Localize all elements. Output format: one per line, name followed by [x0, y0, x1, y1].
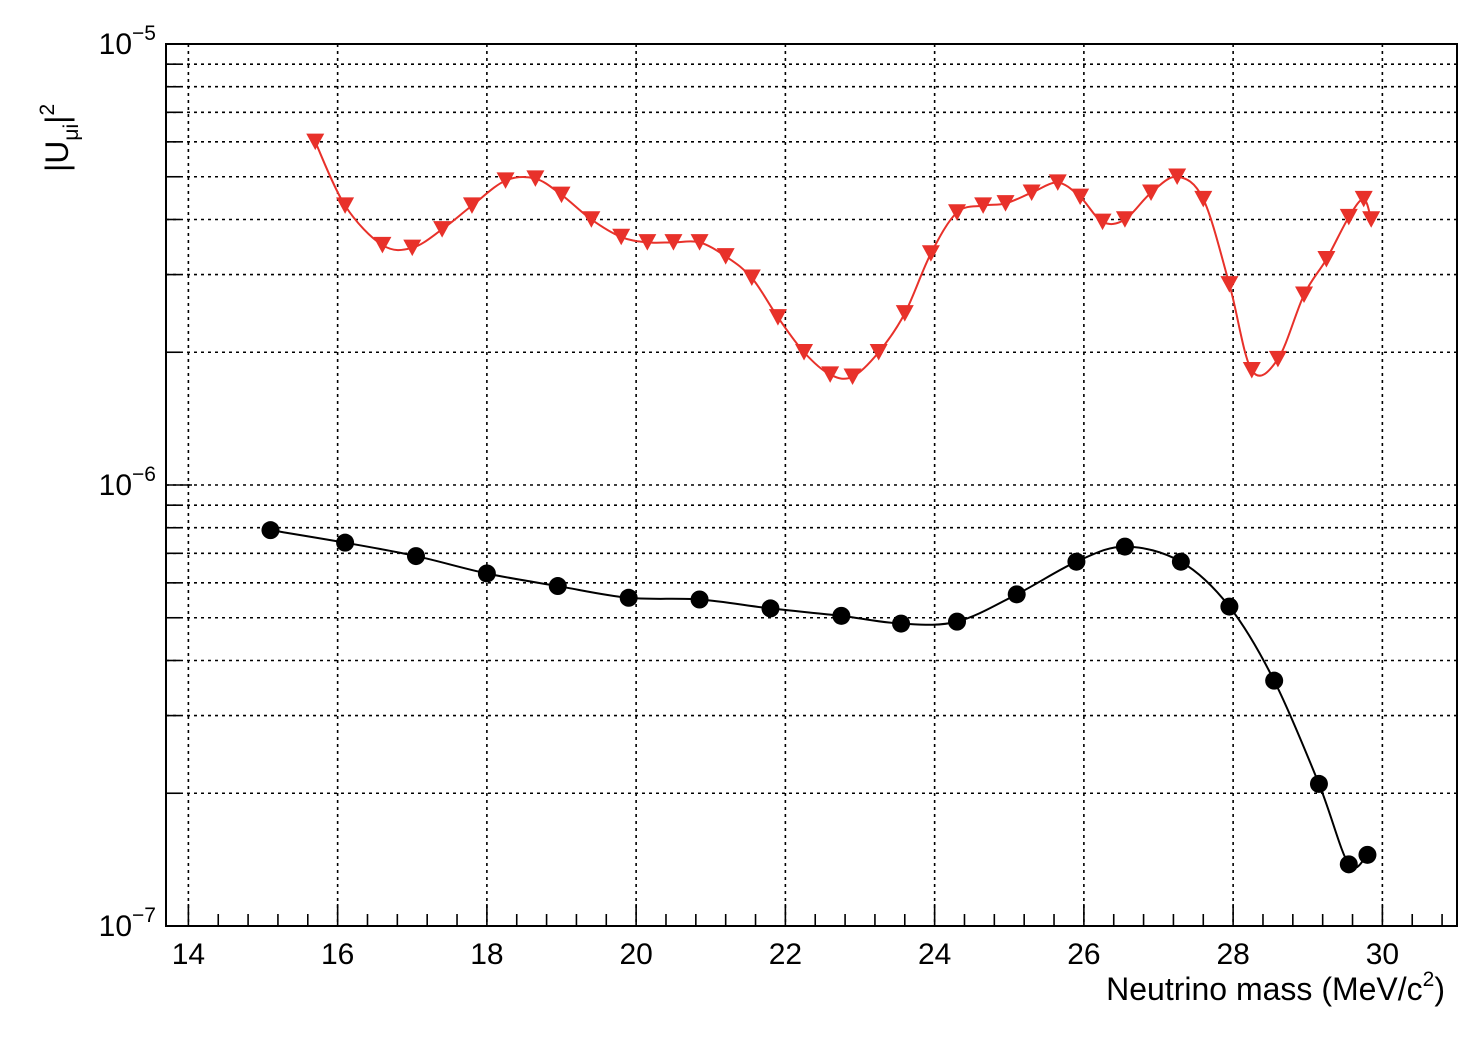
series-0-point	[996, 195, 1015, 212]
series-1-point	[1115, 537, 1134, 556]
series-0-point	[1354, 190, 1373, 208]
series-0-point	[433, 221, 452, 238]
series-0-point	[403, 239, 422, 257]
series-1-point	[948, 612, 967, 631]
y-tick-label: 10−6	[99, 463, 156, 502]
series-0-point	[496, 172, 515, 189]
series-0-point	[1093, 213, 1112, 231]
y-axis-title-sub: μi	[60, 124, 83, 141]
series-1-point	[690, 590, 709, 609]
series-0-point	[1268, 350, 1287, 368]
series-0-point	[664, 234, 683, 251]
y-tick-exponent: −6	[132, 463, 156, 486]
series-1-point	[1265, 671, 1284, 690]
series-0-point	[716, 248, 735, 265]
series-0-point	[1242, 362, 1261, 379]
x-tick-label: 14	[172, 938, 205, 971]
series-0-point	[638, 234, 657, 251]
x-axis-title: Neutrino mass (MeV/c2)	[1106, 968, 1445, 1007]
series-1-point	[336, 533, 355, 552]
series-0-point	[306, 133, 325, 151]
series-1-point	[1309, 774, 1328, 793]
y-tick-base: 10	[99, 910, 132, 943]
series-1-point	[1171, 552, 1190, 571]
y-tick-label: 10−7	[99, 904, 156, 943]
x-tick-label: 16	[321, 938, 354, 971]
y-tick-base: 10	[99, 28, 132, 61]
series-0-point	[462, 197, 481, 214]
y-axis-title-sup: 2	[36, 104, 59, 116]
series-0-point	[921, 245, 940, 262]
x-tick-label: 20	[619, 938, 652, 971]
series-0-point	[869, 343, 888, 361]
y-tick-base: 10	[99, 469, 132, 502]
series-1-point	[1220, 597, 1239, 616]
y-axis-title-close: |	[39, 116, 75, 124]
series-0-point	[1048, 174, 1067, 191]
series-1-point	[406, 547, 425, 566]
series-0-point	[742, 269, 761, 287]
series-1-point	[1007, 585, 1026, 604]
series-0-point	[582, 211, 601, 228]
series-0-point	[1115, 211, 1134, 228]
series-0-point	[1071, 188, 1090, 206]
series-1-curve	[270, 529, 1369, 870]
series-0-point	[373, 236, 392, 254]
series-0-point	[1317, 251, 1336, 268]
series-0-point	[974, 197, 993, 214]
series-0-point	[1220, 276, 1239, 293]
y-tick-labels: 10−710−610−5	[99, 22, 156, 943]
series-0-point	[1194, 190, 1213, 208]
series-1-point	[1339, 855, 1358, 874]
y-axis-title-main: |U	[39, 141, 75, 172]
series-1-point	[619, 588, 638, 607]
series-0-point	[1168, 168, 1187, 186]
series-curves	[270, 141, 1373, 870]
y-axis-title: |Uμi|2	[36, 104, 83, 172]
series-0-point	[1022, 184, 1041, 201]
series-0-point	[843, 368, 862, 385]
x-tick-label: 24	[918, 938, 951, 971]
x-tick-label: 26	[1067, 938, 1100, 971]
y-tick-exponent: −7	[132, 904, 156, 927]
series-0-point	[690, 234, 709, 251]
series-0-point	[895, 305, 914, 322]
series-markers	[261, 133, 1381, 874]
x-tick-label: 28	[1216, 938, 1249, 971]
y-tick-label: 10−5	[99, 22, 156, 61]
axes	[165, 43, 1458, 927]
series-0-point	[948, 204, 967, 221]
series-1-point	[477, 564, 496, 583]
series-0-point	[795, 343, 814, 361]
x-tick-label: 30	[1366, 938, 1399, 971]
series-0-point	[336, 197, 355, 214]
series-0-point	[552, 186, 571, 204]
x-axis-title-close: )	[1434, 971, 1445, 1007]
x-axis-title-sup: 2	[1423, 968, 1435, 991]
x-axis-title-main: Neutrino mass (MeV/c	[1106, 971, 1423, 1007]
series-0-point	[1142, 184, 1161, 201]
series-0-point	[1362, 211, 1381, 228]
series-0-point	[821, 366, 840, 383]
series-1-point	[548, 577, 567, 596]
series-0-curve	[314, 141, 1373, 380]
series-1-point	[1067, 552, 1086, 571]
series-0-point	[768, 309, 787, 326]
x-tick-label: 22	[769, 938, 802, 971]
series-1-point	[892, 614, 911, 633]
series-1-point	[261, 521, 280, 540]
series-1-point	[1358, 845, 1377, 864]
series-1-point	[761, 599, 780, 618]
x-tick-label: 18	[470, 938, 503, 971]
series-0-point	[526, 170, 545, 187]
y-tick-exponent: −5	[132, 22, 156, 45]
grid-lines	[166, 44, 1457, 926]
series-0-point	[1339, 208, 1358, 226]
x-tick-labels: 14 16 18 20 22 24 26 28 30	[172, 938, 1399, 971]
series-1-point	[832, 606, 851, 625]
series-0-point	[612, 228, 631, 246]
series-0-point	[1295, 286, 1314, 304]
